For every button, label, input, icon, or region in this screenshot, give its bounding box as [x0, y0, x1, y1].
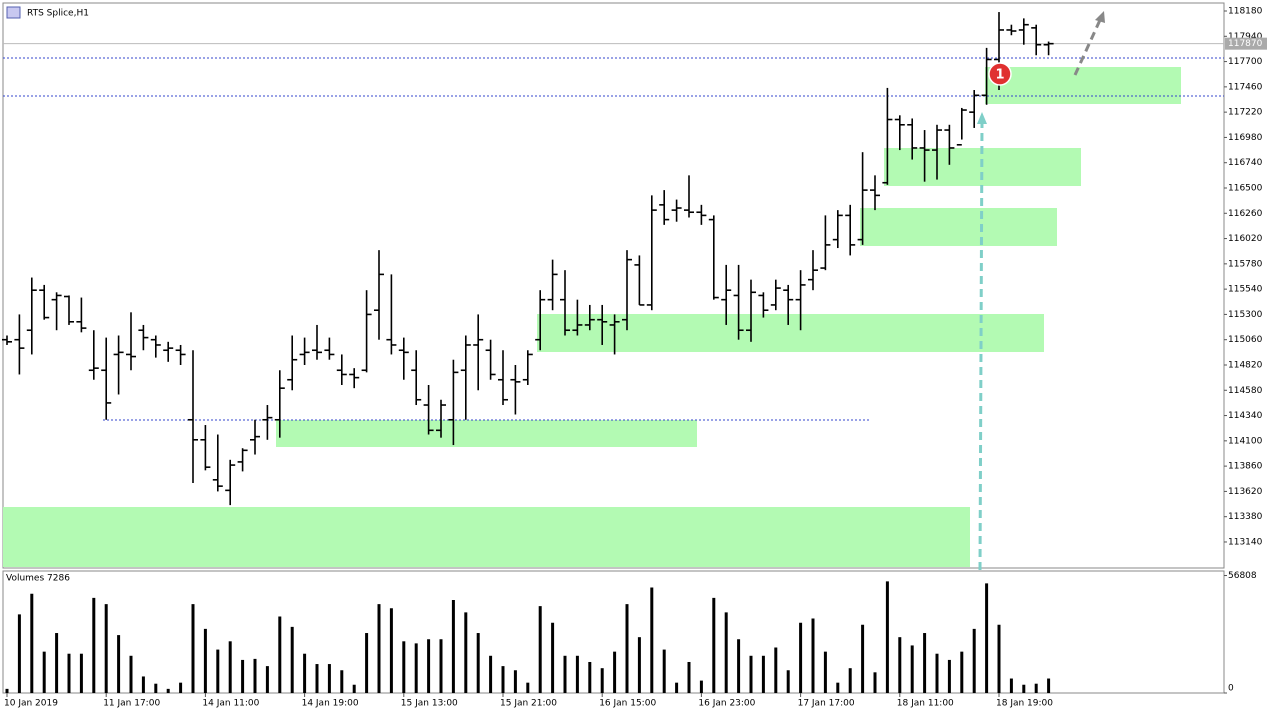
y-tick-label: 114100 [1228, 436, 1263, 446]
y-tick-label: 113620 [1228, 487, 1263, 497]
last-price-box [1225, 37, 1267, 50]
price-panel [2, 2, 1225, 569]
y-tick-label: 116980 [1228, 133, 1263, 143]
y-tick-label: 117460 [1228, 82, 1263, 92]
zone [3, 507, 970, 567]
arrow [978, 121, 984, 571]
y-tick-label: 113860 [1228, 462, 1263, 472]
y-tick-label: 114820 [1228, 360, 1263, 370]
x-tick-label: 10 Jan 2019 [4, 699, 58, 709]
x-tick-label: 15 Jan 21:00 [500, 699, 557, 709]
y-tick-label: 115540 [1228, 285, 1263, 295]
y-tick-label: 116740 [1228, 158, 1263, 168]
x-tick-label: 18 Jan 19:00 [996, 699, 1053, 709]
y-tick-label: 117220 [1228, 108, 1263, 118]
last-price-label: 117870 [1228, 39, 1263, 49]
y-tick-label: 116020 [1228, 234, 1263, 244]
zone [860, 208, 1057, 246]
x-tick-label: 16 Jan 15:00 [599, 699, 656, 709]
icon [6, 6, 21, 19]
zones [3, 67, 1181, 567]
y-tick-label: 115300 [1228, 310, 1263, 320]
y-tick-label: 115780 [1228, 259, 1263, 269]
y-tick-label: 118180 [1228, 7, 1263, 17]
levels [3, 57, 1224, 421]
zone [985, 67, 1181, 104]
y-tick-label: 113140 [1228, 537, 1263, 547]
volume-title: Volumes 7286 [6, 574, 70, 584]
x-tick-label: 11 Jan 17:00 [103, 699, 160, 709]
y-tick-label: 113380 [1228, 512, 1263, 522]
x-tick-label: 16 Jan 23:00 [698, 699, 755, 709]
y-tick-label: 56808 [1228, 571, 1257, 581]
x-tick-label: 14 Jan 19:00 [302, 699, 359, 709]
marker [988, 62, 1012, 86]
y-tick-label: 0 [1228, 684, 1234, 694]
y-tick-label: 117700 [1228, 57, 1263, 67]
y-tick-label: 114340 [1228, 411, 1263, 421]
y-tick-label: 116500 [1228, 183, 1263, 193]
marker-label: 1 [995, 68, 1004, 83]
y-tick-label: 114580 [1228, 386, 1263, 396]
y-tick-label: 115060 [1228, 335, 1263, 345]
x-tick-label: 17 Jan 17:00 [798, 699, 855, 709]
x-tick-label: 15 Jan 13:00 [401, 699, 458, 709]
x-tick-label: 14 Jan 11:00 [202, 699, 259, 709]
y-tick-label: 116260 [1228, 209, 1263, 219]
arrow [1073, 19, 1102, 76]
y-tick-label: 117940 [1228, 32, 1263, 42]
chart-title: RTS Splice,H1 [27, 9, 89, 19]
arrow-head [1095, 11, 1105, 23]
zone [537, 314, 1044, 352]
x-tick-label: 18 Jan 11:00 [897, 699, 954, 709]
zone [276, 420, 697, 447]
arrow-head [977, 112, 987, 124]
